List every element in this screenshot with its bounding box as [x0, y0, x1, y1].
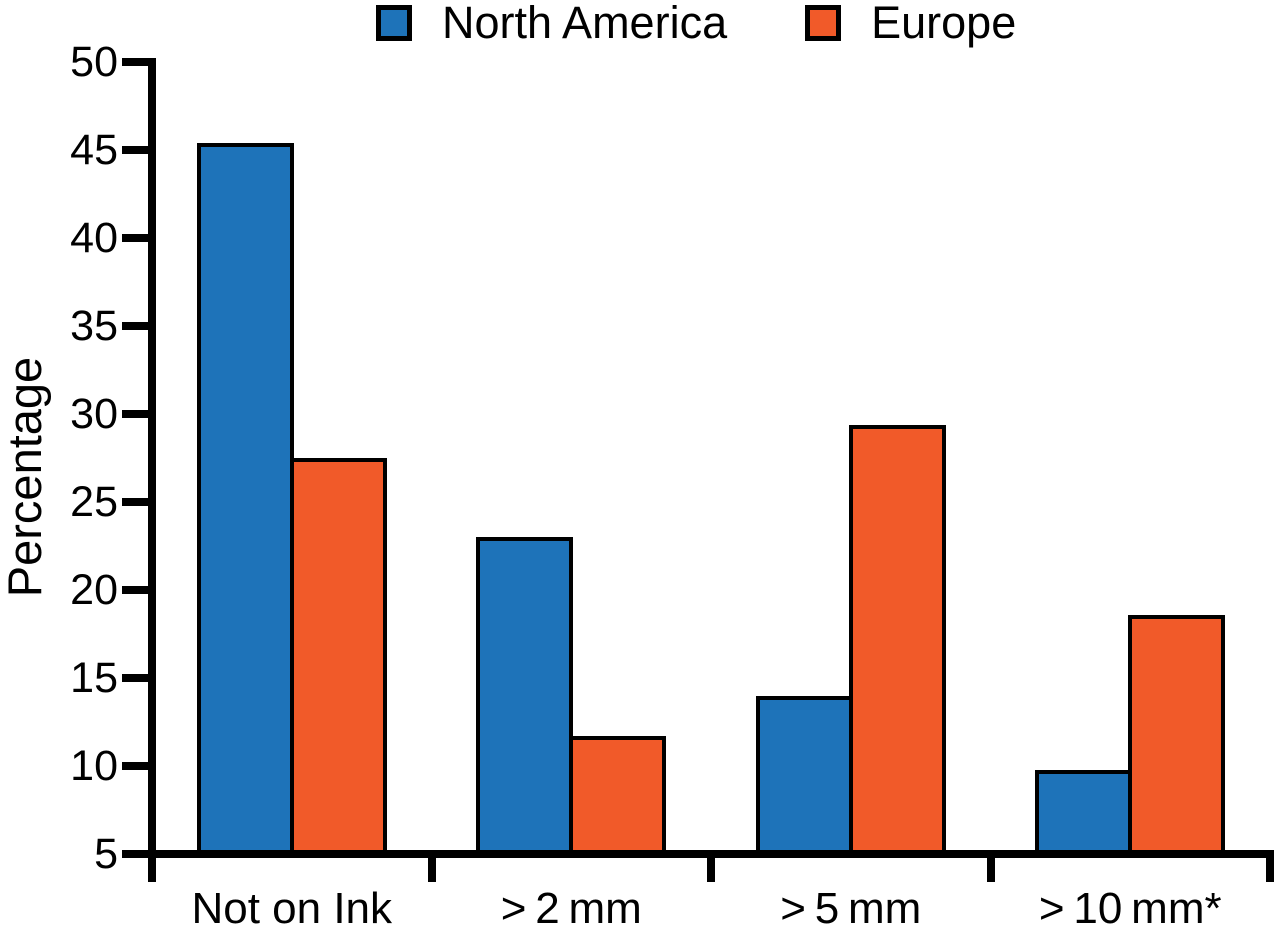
bar-north-america-2-mm — [476, 537, 574, 858]
x-tick-label-5-mm: > 5 mm — [780, 884, 922, 933]
bar-north-america-5-mm — [755, 695, 853, 858]
y-tick-label-25: 25 — [70, 478, 118, 526]
y-axis-tick-15 — [122, 674, 152, 682]
y-tick-label-20: 20 — [70, 566, 118, 614]
bar-europe-10-mm — [1128, 614, 1226, 858]
y-axis-tick-40 — [122, 234, 152, 242]
x-tick-label-10-mm: > 10 mm* — [1038, 884, 1222, 933]
bar-europe-5-mm — [848, 424, 946, 858]
y-axis-tick-50 — [122, 58, 152, 66]
y-axis-tick-30 — [122, 410, 152, 418]
y-tick-label-40: 40 — [70, 214, 118, 262]
bar-north-america-10-mm — [1035, 769, 1133, 858]
legend-label-europe: Europe — [871, 0, 1017, 48]
x-axis-tick-3 — [986, 850, 995, 882]
y-tick-label-35: 35 — [70, 302, 118, 350]
y-axis-tick-20 — [122, 586, 152, 594]
y-tick-label-45: 45 — [70, 126, 118, 174]
y-axis-line — [148, 58, 156, 858]
y-axis-tick-25 — [122, 498, 152, 506]
legend-swatch-europe — [805, 5, 842, 41]
legend: North America Europe — [376, 0, 1017, 48]
legend-swatch-north-america — [376, 5, 412, 41]
legend-item-north-america: North America — [376, 0, 728, 48]
y-tick-label-5: 5 — [94, 830, 118, 878]
y-tick-label-50: 50 — [70, 38, 118, 86]
y-axis-tick-10 — [122, 762, 152, 770]
x-axis-tick-1 — [427, 850, 436, 882]
y-axis-tick-35 — [122, 322, 152, 330]
bar-europe-not-on-ink — [289, 458, 387, 858]
x-tick-label-not-on-ink: Not on Ink — [191, 884, 393, 933]
y-axis-tick-5 — [122, 850, 152, 858]
y-tick-label-30: 30 — [70, 390, 118, 438]
y-tick-label-10: 10 — [70, 742, 118, 790]
x-axis-tick-0 — [148, 850, 156, 882]
bar-europe-2-mm — [569, 736, 667, 858]
y-axis-tick-45 — [122, 146, 152, 154]
bar-north-america-not-on-ink — [196, 142, 294, 858]
legend-label-north-america: North America — [442, 0, 728, 48]
x-tick-label-2-mm: > 2 mm — [500, 884, 642, 933]
y-tick-label-15: 15 — [70, 654, 118, 702]
x-axis-tick-2 — [707, 850, 715, 882]
x-axis-tick-4 — [1266, 850, 1274, 882]
legend-item-europe: Europe — [805, 0, 1017, 48]
